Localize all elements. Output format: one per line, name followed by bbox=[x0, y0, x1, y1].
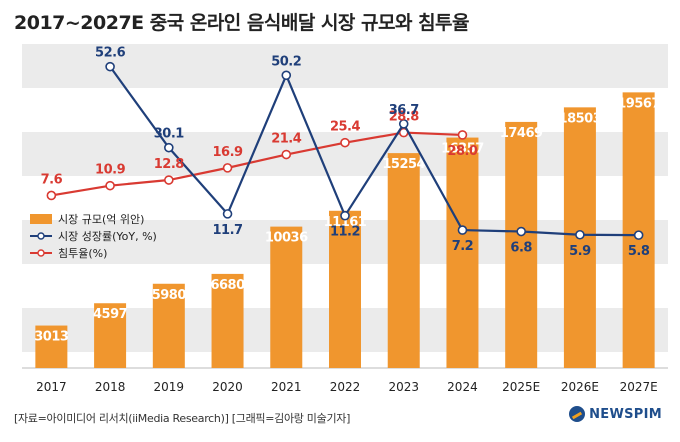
bar-2027E bbox=[622, 92, 655, 368]
growth-point-2025E bbox=[516, 226, 526, 237]
x-tick-2021: 2021 bbox=[271, 380, 302, 394]
penetration-labels: 7.6 10.9 12.8 16.9 21.4 25.4 28.8 28.0 bbox=[41, 110, 479, 188]
growth-series bbox=[105, 61, 644, 240]
penetration-label-2020: 16.9 bbox=[213, 145, 244, 160]
growth-label-2022: 11.2 bbox=[330, 225, 360, 240]
bar-2017 bbox=[35, 325, 68, 368]
legend: 시장 규모(억 위안) 시장 성장률(YoY, %) 침투율(%) bbox=[30, 213, 157, 260]
penetration-point-2022 bbox=[340, 137, 350, 148]
bar-2025E bbox=[505, 121, 538, 369]
growth-label-2019: 30.1 bbox=[154, 127, 185, 142]
growth-label-2025E: 6.8 bbox=[510, 241, 532, 256]
bar-labels: 3013 4597 5980 6680 10036 11161 15254 16357 1746… bbox=[34, 96, 661, 345]
bar-2020 bbox=[211, 273, 244, 368]
penetration-label-2019: 12.8 bbox=[154, 157, 185, 172]
x-tick-2017: 2017 bbox=[36, 380, 67, 394]
x-tick-2024: 2024 bbox=[447, 380, 478, 394]
x-tick-2025E: 2025E bbox=[502, 380, 540, 394]
penetration-point-2021 bbox=[281, 149, 292, 160]
growth-label-2024: 7.2 bbox=[452, 239, 474, 254]
chart-canvas: 3013 4597 5980 6680 10036 11161 15254 16357 1746… bbox=[22, 44, 668, 394]
bar-label-2023: 15254 bbox=[382, 157, 425, 172]
growth-label-2021: 50.2 bbox=[271, 54, 301, 69]
legend-growth-label: 시장 성장률(YoY, %) bbox=[58, 230, 157, 243]
logo-icon bbox=[569, 406, 586, 422]
penetration-label-2021: 21.4 bbox=[271, 132, 302, 147]
newspim-logo: NEWSPIM bbox=[569, 406, 662, 422]
bar-2024 bbox=[446, 137, 479, 368]
bar-label-2026E: 18503 bbox=[559, 111, 602, 126]
bar-label-2027E: 19567 bbox=[617, 96, 660, 111]
x-tick-2018: 2018 bbox=[95, 380, 126, 394]
penetration-point-2024 bbox=[457, 130, 468, 140]
x-tick-2026E: 2026E bbox=[561, 380, 599, 394]
legend-penetration-label: 침투율(%) bbox=[58, 247, 107, 260]
bar-label-2022: 11161 bbox=[324, 215, 367, 230]
background-band bbox=[22, 44, 668, 88]
penetration-label-2024: 28.0 bbox=[447, 144, 478, 159]
penetration-point-2020 bbox=[222, 163, 233, 173]
growth-label-2026E: 5.9 bbox=[569, 244, 591, 259]
growth-point-2018 bbox=[105, 61, 115, 72]
bar-2022 bbox=[329, 210, 361, 368]
legend-bar-swatch bbox=[30, 214, 52, 224]
bar-2023 bbox=[387, 153, 420, 368]
growth-point-2019 bbox=[164, 142, 174, 153]
legend-bar-label: 시장 규모(억 위안) bbox=[58, 213, 144, 226]
x-tick-2019: 2019 bbox=[154, 380, 185, 394]
bar-label-2024: 16357 bbox=[441, 142, 484, 157]
penetration-line bbox=[51, 131, 463, 197]
growth-point-2026E bbox=[575, 229, 585, 240]
growth-point-2024 bbox=[457, 225, 468, 235]
growth-label-2018: 52.6 bbox=[95, 46, 126, 61]
growth-labels: 52.6 30.1 11.7 50.2 11.2 36.7 7.2 6.8 5.9 5.8 bbox=[95, 46, 650, 259]
penetration-label-2023: 28.8 bbox=[389, 110, 420, 125]
bar-label-2020: 6680 bbox=[210, 278, 245, 293]
x-axis: 2017 2018 2019 2020 2021 2022 2023 2024 2025E 202… bbox=[36, 380, 658, 394]
x-tick-2027E: 2027E bbox=[620, 380, 658, 394]
bar-label-2021: 10036 bbox=[265, 231, 308, 246]
penetration-label-2017: 7.6 bbox=[41, 172, 63, 187]
growth-label-2027E: 5.8 bbox=[628, 244, 650, 259]
penetration-point-2017 bbox=[46, 190, 57, 201]
x-tick-2022: 2022 bbox=[330, 380, 361, 394]
bar-series bbox=[35, 92, 655, 369]
legend-penetration-marker bbox=[37, 249, 45, 257]
bar-2019 bbox=[152, 283, 185, 368]
bar-label-2018: 4597 bbox=[93, 307, 128, 322]
logo-text: NEWSPIM bbox=[589, 406, 662, 422]
penetration-point-2019 bbox=[164, 175, 174, 185]
growth-label-2023: 36.7 bbox=[389, 103, 420, 118]
chart-title: 2017~2027E 중국 온라인 음식배달 시장 규모와 침투율 bbox=[14, 12, 470, 34]
bar-label-2019: 5980 bbox=[152, 288, 187, 303]
growth-point-2021 bbox=[281, 70, 292, 81]
legend-growth-marker bbox=[37, 232, 45, 240]
growth-point-2023 bbox=[398, 119, 409, 129]
growth-point-2020 bbox=[222, 209, 233, 219]
growth-point-2027E bbox=[633, 230, 644, 240]
bar-label-2017: 3013 bbox=[34, 330, 69, 345]
source-caption: [자료=아이미디어 리서치(iiMedia Research)] [그래픽=김아… bbox=[14, 412, 351, 425]
bar-2018 bbox=[94, 303, 127, 368]
x-tick-2020: 2020 bbox=[212, 380, 243, 394]
growth-label-2020: 11.7 bbox=[213, 223, 244, 238]
growth-point-2022 bbox=[340, 210, 350, 221]
x-tick-2023: 2023 bbox=[388, 380, 419, 394]
penetration-point-2018 bbox=[105, 180, 115, 191]
penetration-label-2018: 10.9 bbox=[95, 163, 126, 178]
bar-2021 bbox=[270, 226, 303, 368]
penetration-label-2022: 25.4 bbox=[330, 120, 361, 135]
bar-label-2025E: 17469 bbox=[500, 126, 543, 141]
growth-line bbox=[109, 65, 639, 237]
